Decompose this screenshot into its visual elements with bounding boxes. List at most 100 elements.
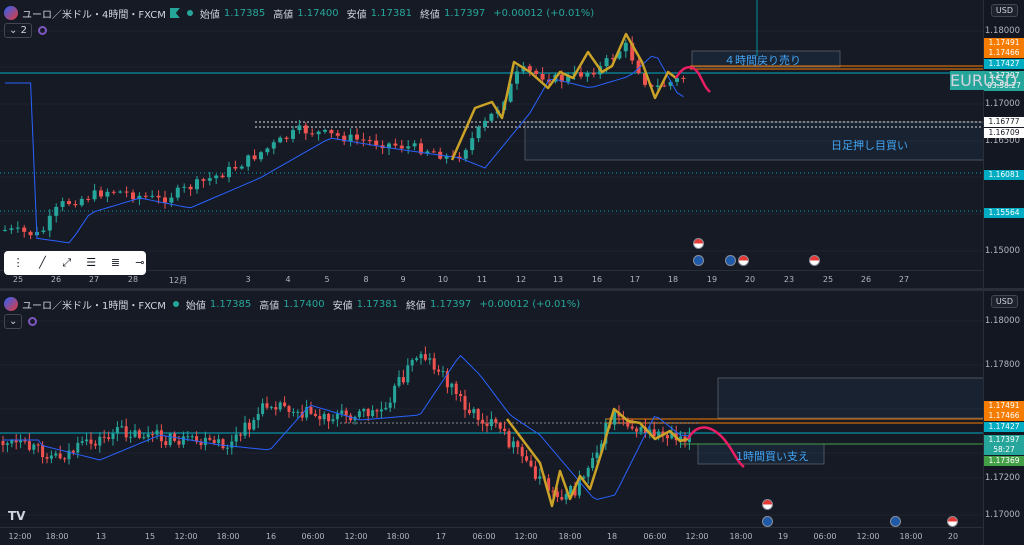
candle-body	[310, 133, 315, 135]
time-tick-label: 12月	[168, 276, 188, 285]
indicator-toggle-button[interactable]: ⌄	[4, 314, 23, 329]
price-tick-label: 1.16500	[984, 136, 1020, 146]
moving-average-line	[3, 354, 690, 501]
time-axis-1h[interactable]: 12:00 18:00 13 15 12:00 18:00 16 06:00 12:00 18:0…	[0, 527, 984, 545]
candle-body	[551, 490, 555, 492]
candle-body	[168, 433, 172, 445]
chart-canvas-4h[interactable]	[0, 0, 984, 271]
candle-body	[186, 436, 190, 438]
candle-body	[540, 73, 545, 80]
candle-body	[470, 138, 475, 151]
price-axis-4h[interactable]: USD 1.180001.175001.170001.165001.160001…	[983, 0, 1024, 288]
price-badge: 1.17491	[984, 38, 1024, 48]
candle-body	[278, 137, 283, 143]
chart-pane-1h[interactable]: ユーロ／米ドル・1時間・FXCM 始値 1.17385 高値 1.17400 安値 1…	[0, 291, 1024, 545]
event-marker-us[interactable]	[947, 516, 958, 527]
ohlc-high-label: 高値	[259, 300, 280, 312]
horizontal-ray-icon[interactable]: ⊸	[135, 256, 145, 269]
indicator-controls-4h: ⌄ 2	[4, 23, 47, 38]
ohlc-high-value: 1.17400	[283, 298, 325, 310]
candle-body	[648, 429, 652, 433]
ohlc-low-value: 1.17381	[356, 298, 398, 310]
drag-handle-icon[interactable]: ⋮	[12, 256, 24, 269]
parallel-channel-icon[interactable]: ☰	[86, 256, 97, 269]
pane-divider[interactable]	[0, 288, 1024, 291]
event-marker-us[interactable]	[809, 255, 820, 266]
ohlc-change: +0.00012 (+0.01%)	[479, 298, 581, 310]
candle-body	[177, 440, 181, 445]
candle-body	[313, 413, 317, 416]
event-marker-us[interactable]	[693, 238, 704, 249]
candle-body	[335, 133, 340, 136]
candle-body	[99, 190, 103, 197]
candle-body	[507, 431, 511, 448]
candle-body	[681, 77, 686, 79]
candle-body	[361, 139, 366, 141]
candle-body	[322, 413, 326, 420]
currency-button[interactable]: USD	[990, 4, 1018, 17]
candle-body	[220, 175, 225, 178]
ray-icon[interactable]: ⤢	[62, 256, 72, 269]
candle-body	[485, 423, 489, 427]
indicator-ring-icon[interactable]	[28, 317, 38, 326]
event-marker-eu[interactable]	[762, 516, 773, 527]
fib-icon[interactable]: ≣	[110, 256, 121, 269]
indicator-toggle-button[interactable]: ⌄ 2	[4, 23, 32, 38]
event-marker-eu[interactable]	[693, 255, 704, 266]
candle-body	[27, 441, 31, 450]
price-badge: 1.17369	[984, 456, 1024, 466]
candle-body	[591, 457, 595, 468]
ohlc-high-value: 1.17400	[297, 7, 339, 19]
candle-body	[296, 411, 300, 413]
time-tick-label: 06:00	[813, 532, 837, 541]
candle-body	[32, 444, 36, 450]
candle-body	[595, 452, 599, 458]
candle-body	[47, 215, 52, 231]
chart-canvas-1h[interactable]	[0, 291, 984, 528]
candle-body	[397, 377, 401, 386]
candle-body	[195, 179, 199, 190]
time-tick-label: 13	[552, 275, 564, 284]
tradingview-logo-icon[interactable]: TV	[8, 509, 26, 523]
candle-body	[67, 201, 71, 205]
symbol-title[interactable]: ユーロ／米ドル・1時間・FXCM	[22, 300, 166, 312]
candle-body	[271, 142, 276, 149]
trendline-icon[interactable]: ╱	[39, 256, 46, 269]
event-marker-us[interactable]	[762, 499, 773, 510]
candle-body	[203, 437, 207, 446]
candle-body	[246, 155, 251, 167]
tag-icon[interactable]	[169, 8, 180, 18]
time-tick-label: 11	[476, 275, 488, 284]
event-marker-eu[interactable]	[890, 516, 901, 527]
ohlc-low-label: 安値	[332, 300, 353, 312]
time-axis-4h[interactable]: 25 26 27 28 12月 3 4 5 8 9 10 11 12 13 16 17 18 19 20 23 25 26…	[0, 270, 984, 288]
candle-body	[163, 197, 167, 203]
time-tick-label: 18	[606, 532, 618, 541]
indicator-ring-icon[interactable]	[37, 26, 47, 35]
candle-body	[533, 466, 537, 479]
candle-body	[67, 450, 71, 460]
candle-body	[342, 135, 347, 142]
candle-body	[573, 485, 577, 496]
time-tick-label: 12:00	[344, 532, 368, 541]
symbol-title[interactable]: ユーロ／米ドル・4時間・FXCM	[22, 9, 166, 21]
price-tick-label: 1.17000	[984, 510, 1020, 520]
candle-body	[444, 155, 449, 159]
candle-body	[129, 436, 133, 438]
candle-body	[156, 195, 161, 198]
candle-body	[54, 453, 58, 456]
indicator-count: 2	[20, 25, 27, 36]
price-axis-1h[interactable]: USD 1.180001.178001.176001.174001.172001…	[983, 291, 1024, 545]
chart-pane-4h[interactable]: ユーロ／米ドル・4時間・FXCM 始値 1.17385 高値 1.17400 安値 1…	[0, 0, 1024, 288]
candle-body	[297, 125, 302, 131]
candle-body	[1, 441, 5, 445]
candle-body	[626, 419, 630, 427]
price-badge: 1.17397	[984, 435, 1024, 445]
candle-body	[467, 409, 471, 414]
moving-average-line	[5, 55, 684, 244]
event-marker-us[interactable]	[738, 255, 749, 266]
candle-body	[111, 191, 116, 193]
event-marker-eu[interactable]	[725, 255, 736, 266]
candle-body	[19, 440, 23, 443]
currency-button[interactable]: USD	[990, 295, 1018, 308]
